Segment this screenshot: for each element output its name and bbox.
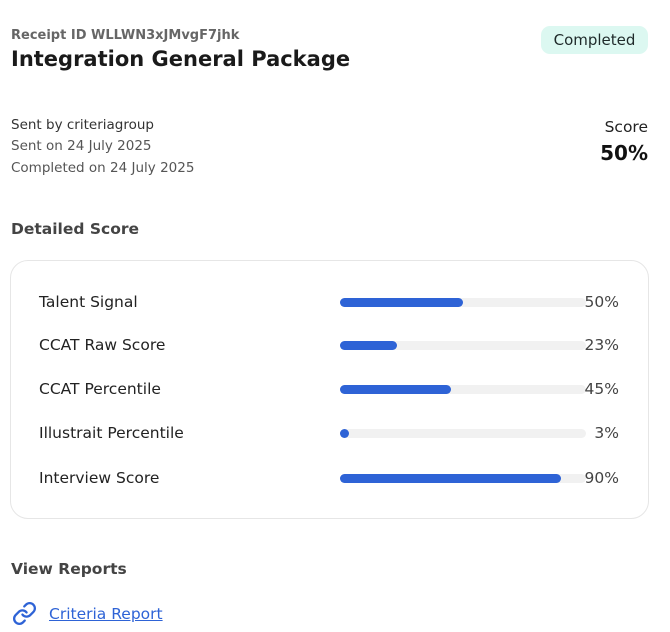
score-row-label: Interview Score — [39, 469, 160, 487]
score-row-ccat-percentile: CCAT Percentile 45% — [11, 377, 648, 401]
score-row-interview-score: Interview Score 90% — [11, 466, 648, 490]
sent-by-text: Sent by criteriagroup — [11, 117, 154, 133]
score-label: Score — [604, 118, 648, 136]
score-row-label: Illustrait Percentile — [39, 424, 184, 442]
score-row-label: Talent Signal — [39, 293, 138, 311]
score-bar-track — [340, 298, 586, 307]
score-bar-fill — [340, 385, 451, 394]
score-row-value: 3% — [594, 424, 619, 442]
view-reports-heading: View Reports — [11, 560, 127, 578]
detailed-score-heading: Detailed Score — [11, 220, 140, 238]
score-row-value: 45% — [584, 380, 619, 398]
criteria-report-link[interactable]: Criteria Report — [12, 601, 163, 626]
status-badge: Completed — [541, 26, 648, 54]
score-bar-fill — [340, 429, 349, 438]
score-bar-track — [340, 341, 586, 350]
score-row-value: 23% — [584, 336, 619, 354]
link-icon — [12, 601, 37, 626]
score-bar-track — [340, 429, 586, 438]
score-row-label: CCAT Percentile — [39, 380, 161, 398]
score-card: Talent Signal 50% CCAT Raw Score 23% CCA… — [10, 260, 649, 519]
score-row-label: CCAT Raw Score — [39, 336, 166, 354]
score-bar-track — [340, 474, 586, 483]
score-bar-fill — [340, 474, 561, 483]
score-row-value: 90% — [584, 469, 619, 487]
completed-on-text: Completed on 24 July 2025 — [11, 160, 195, 176]
score-bar-fill — [340, 341, 397, 350]
score-row-value: 50% — [584, 293, 619, 311]
criteria-report-label: Criteria Report — [49, 604, 163, 623]
score-value: 50% — [600, 141, 648, 165]
page-title: Integration General Package — [11, 47, 351, 71]
score-row-ccat-raw-score: CCAT Raw Score 23% — [11, 333, 648, 357]
receipt-id: Receipt ID WLLWN3xJMvgF7jhk — [11, 28, 240, 43]
score-bar-fill — [340, 298, 463, 307]
sent-on-text: Sent on 24 July 2025 — [11, 138, 152, 154]
score-row-illustrait-percentile: Illustrait Percentile 3% — [11, 421, 648, 445]
score-bar-track — [340, 385, 586, 394]
score-row-talent-signal: Talent Signal 50% — [11, 290, 648, 314]
